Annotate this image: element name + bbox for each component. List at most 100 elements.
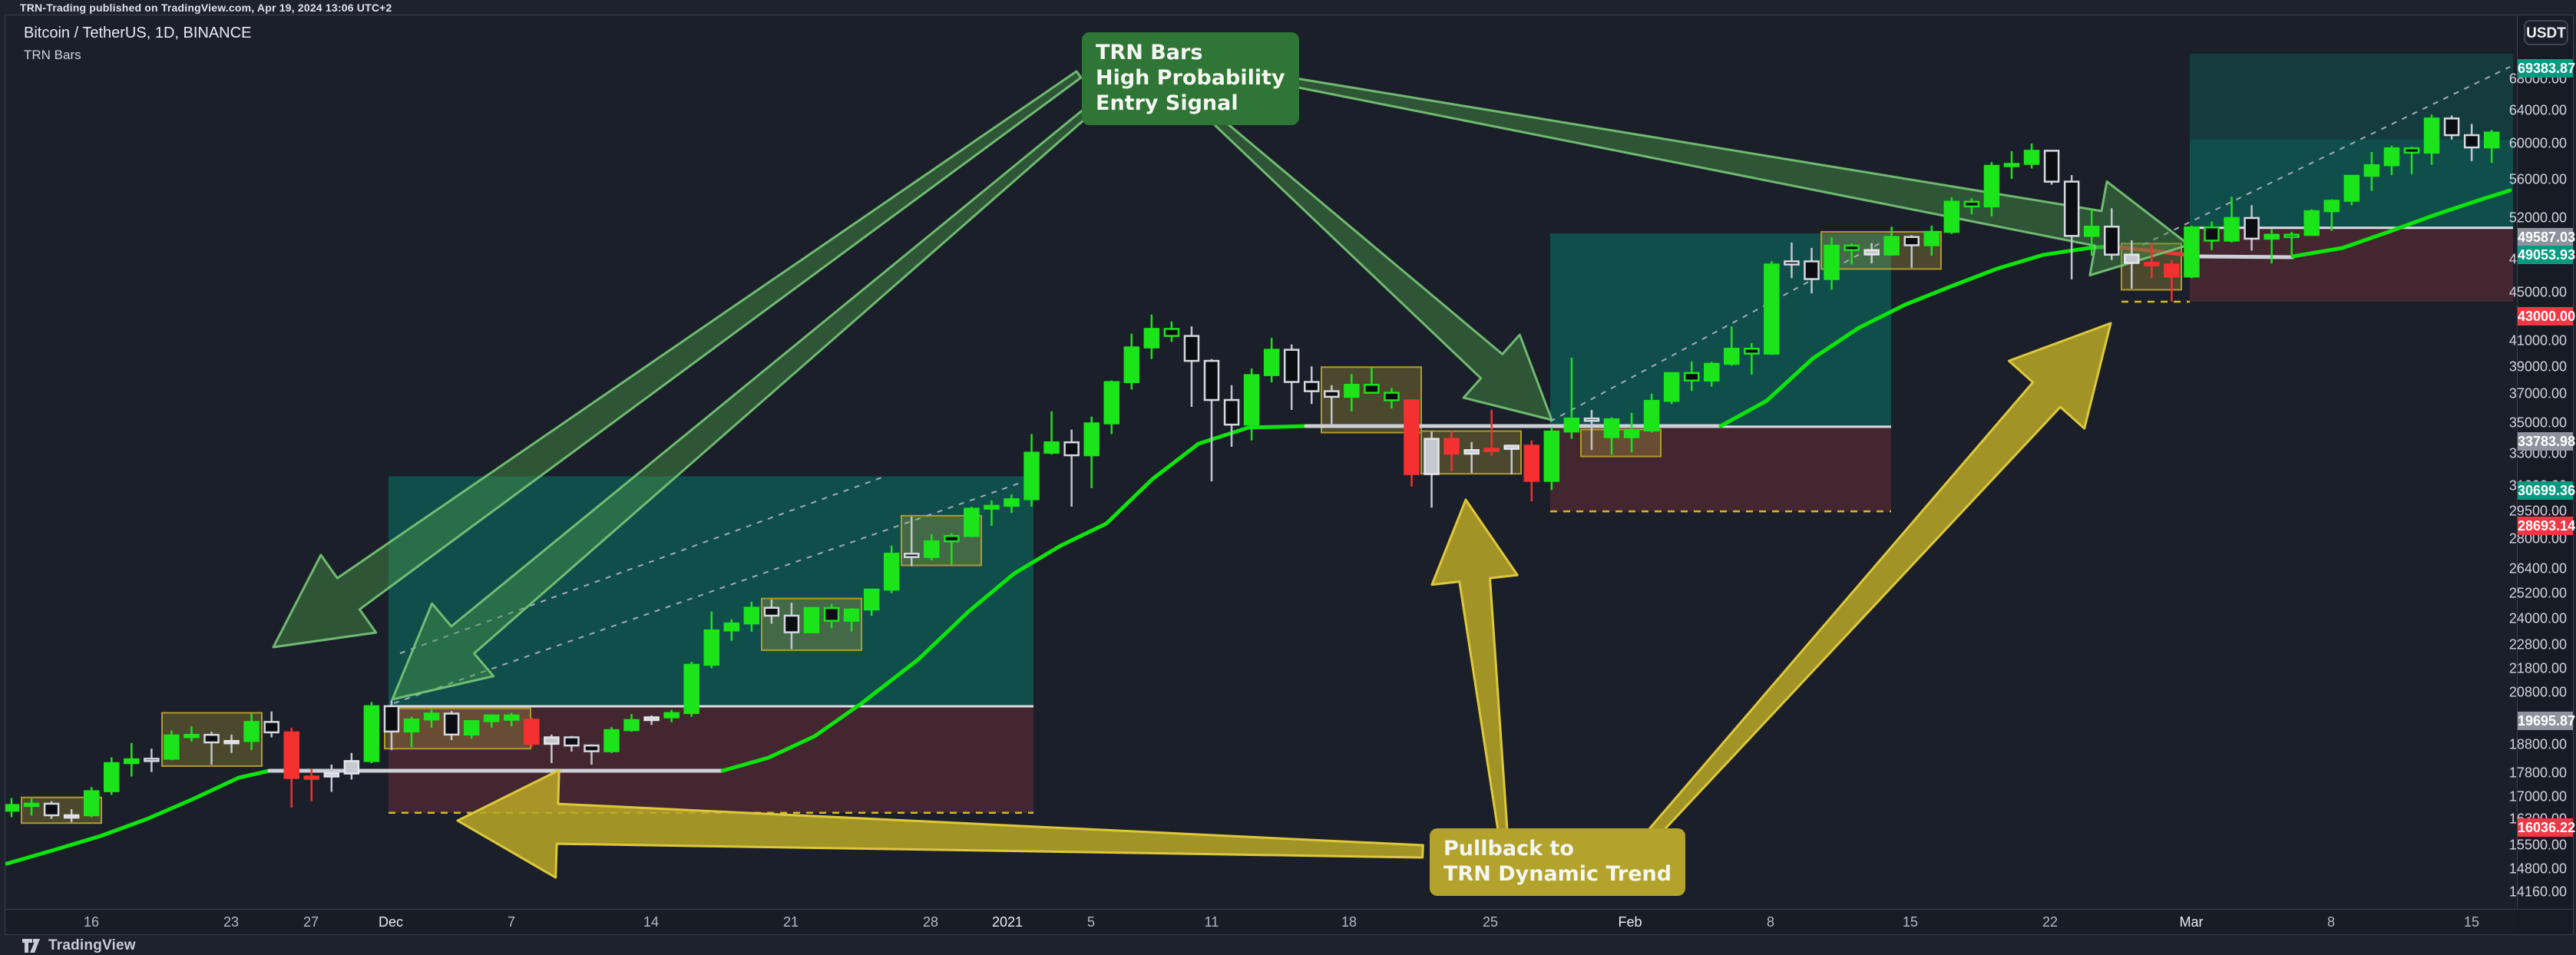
candle [1844, 243, 1860, 265]
candle-body [1744, 347, 1760, 355]
candle [363, 702, 380, 764]
candle [2144, 243, 2160, 279]
candle-body [1724, 347, 1740, 365]
candle [883, 545, 900, 593]
candle [1304, 366, 1320, 405]
candle-body [2043, 150, 2060, 183]
time-axis[interactable]: 16 23 27 Dec 7 14 21 28 2021 5 11 18 25 Feb 8 15 22 Mar 8 1… [5, 909, 2518, 934]
candle-body [2323, 200, 2340, 213]
price-tick-label: 41000.00 [2508, 332, 2567, 349]
candle-body [1824, 244, 1840, 280]
price-tick-label: 17000.00 [2508, 788, 2567, 805]
candle-body [944, 534, 960, 543]
candle-body [2483, 131, 2500, 149]
candle [1083, 416, 1100, 489]
time-tick-label: 23 [223, 914, 240, 930]
candle [843, 608, 860, 632]
projection-line [393, 478, 1034, 704]
candle-body [1603, 418, 1620, 438]
time-tick-label: 5 [1086, 914, 1096, 930]
candle-body [144, 758, 160, 762]
candle-body [124, 758, 140, 765]
price-axis[interactable]: USDT 68000.00 64000.00 60000.00 56000.00 520… [2509, 15, 2576, 922]
candle [964, 507, 980, 537]
currency-button[interactable]: USDT [2524, 20, 2568, 45]
candle [1243, 368, 1260, 441]
candle [5, 798, 20, 818]
price-tick-label: 39000.00 [2508, 359, 2567, 375]
time-tick-label: 8 [2326, 914, 2336, 930]
candle [1623, 412, 1640, 453]
time-tick-label: 15 [2463, 914, 2480, 930]
price-tick-label: 29500.00 [2508, 503, 2567, 519]
candle-body [1503, 444, 1519, 450]
price-tick-label: 14160.00 [2508, 884, 2567, 900]
candle-body [1043, 441, 1060, 454]
candle [2244, 205, 2260, 251]
candle [83, 787, 100, 818]
candle [223, 734, 240, 753]
price-level-badge: 33783.98 [2518, 431, 2576, 451]
yellow-arrow [1430, 498, 1519, 832]
candle-body [1543, 430, 1560, 482]
candle [2104, 208, 2120, 260]
price-tick-label: 60000.00 [2508, 135, 2567, 151]
candle-body [203, 733, 220, 744]
time-tick-label: 7 [507, 914, 516, 930]
candle [2323, 199, 2340, 231]
candle [2124, 240, 2140, 289]
candle-body [2283, 233, 2300, 239]
candle-body [2343, 174, 2360, 202]
tradingview-logo[interactable]: TradingView [21, 937, 136, 955]
candle [2204, 221, 2220, 250]
candle [663, 709, 680, 722]
chart-plot-area[interactable]: Bitcoin / TetherUS, 1D, BINANCE TRN Bars… [5, 15, 2518, 911]
candle [1583, 409, 1600, 451]
price-tick-label: 35000.00 [2508, 415, 2567, 431]
candle-body [524, 719, 540, 745]
price-level-badge: 49587.03 [2518, 227, 2576, 246]
candle-body [1764, 263, 1780, 355]
candle-body [1023, 451, 1040, 501]
time-tick-label: 16 [83, 914, 100, 930]
candle-body [1903, 236, 1920, 246]
candle-body [1563, 417, 1580, 433]
candle-body [184, 733, 200, 739]
risk-zone [1550, 426, 1891, 512]
candle-body [343, 760, 360, 775]
price-tick-label: 18800.00 [2508, 736, 2567, 752]
candle-body [2144, 262, 2160, 266]
candle-body [2104, 226, 2120, 256]
candle [243, 713, 260, 751]
candle-body [1263, 349, 1280, 376]
price-level-badge: 30699.36 [2518, 481, 2576, 501]
candle-body [1364, 383, 1380, 394]
candle-body [1083, 422, 1100, 457]
candle-body [1883, 236, 1900, 256]
dynamic-trend-line [1718, 244, 2113, 428]
candle [823, 603, 840, 629]
publish-line: TRN-Trading published on TradingView.com… [20, 2, 392, 14]
bottom-bar [0, 935, 2576, 954]
candle-body [2083, 226, 2100, 237]
candle-body [1103, 381, 1119, 425]
time-tick-label: 8 [1766, 914, 1775, 930]
candle [1923, 225, 1940, 256]
time-tick-label: 14 [643, 914, 660, 930]
candle-body [2164, 263, 2180, 278]
candle-body [1623, 429, 1640, 438]
candle [2483, 130, 2500, 164]
price-level-badge: 16036.22 [2518, 818, 2576, 837]
candlestick-chart[interactable] [5, 15, 2518, 911]
annotation-line: High Probability [1096, 66, 1285, 90]
candle-body [643, 716, 660, 722]
candle [263, 711, 279, 738]
candle [2423, 114, 2440, 165]
time-tick-label: Feb [1618, 914, 1642, 930]
candle-body [783, 614, 800, 633]
candle [1863, 243, 1880, 264]
candle-body [1523, 444, 1540, 482]
candle [104, 757, 120, 795]
candle [2083, 209, 2100, 256]
candle [623, 714, 640, 732]
